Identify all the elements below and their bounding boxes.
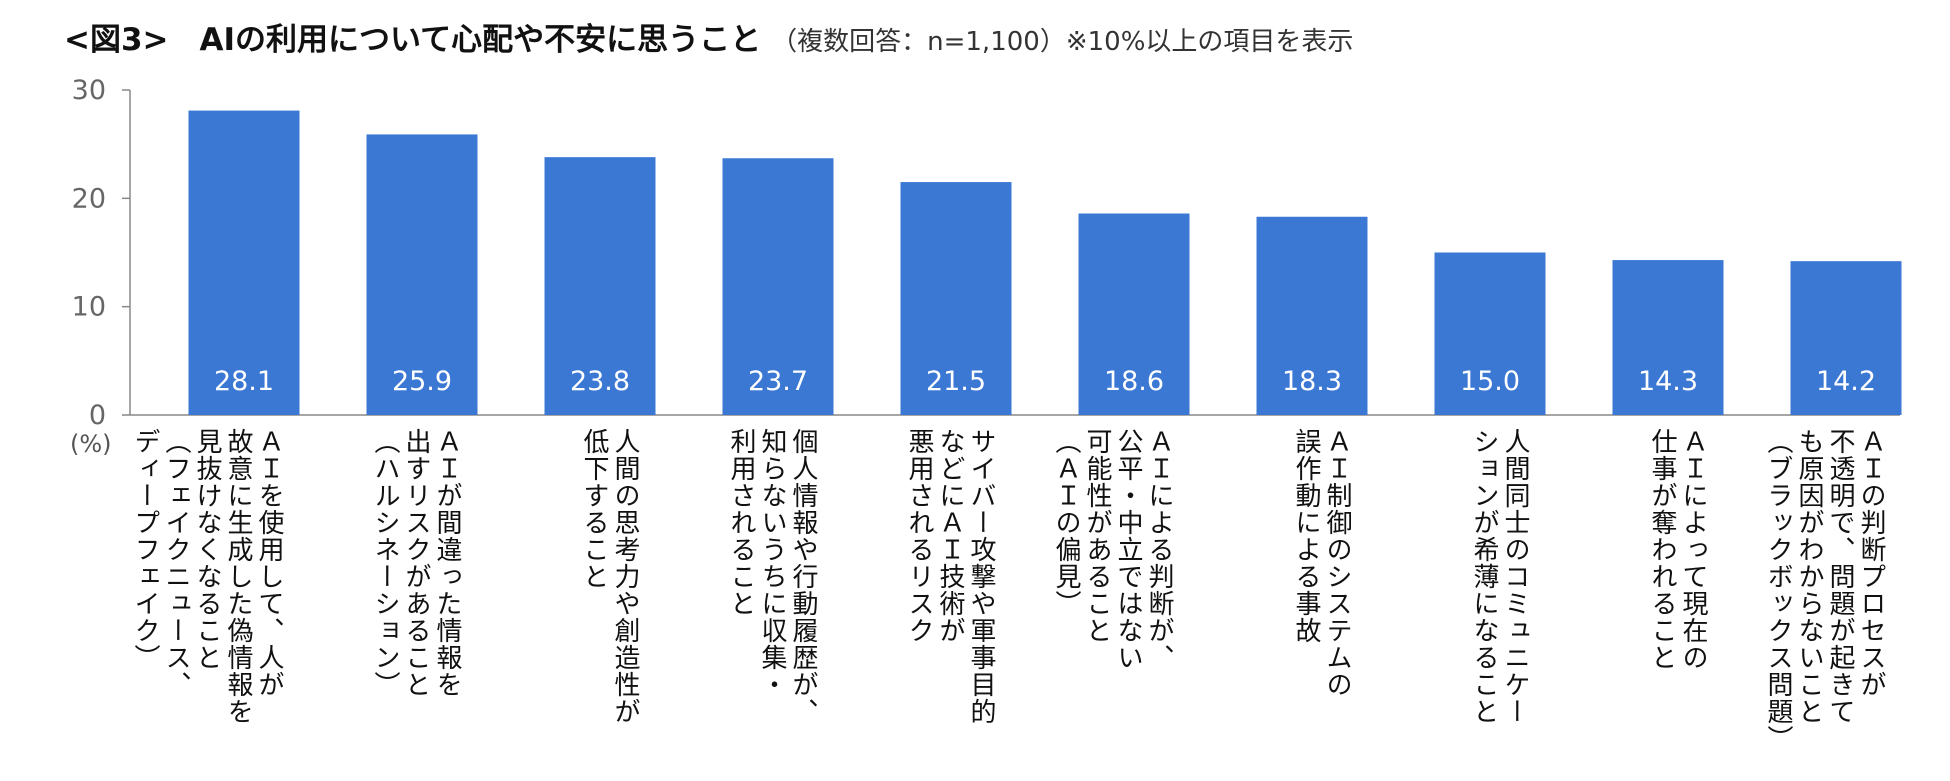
category-label: 人間同士のコミュニケー ションが希薄になること [1469, 428, 1530, 725]
bar [544, 157, 656, 415]
bar [900, 182, 1012, 415]
bar-value-label: 23.8 [570, 366, 630, 397]
category-label: ＡＩを使用して、人が 故意に生成した偽情報を 見抜けなくなること （フェイクニュ… [130, 428, 284, 725]
bar-value-label: 21.5 [926, 366, 986, 397]
category-label: ＡＩによって現在の 仕事が奪われること [1647, 428, 1708, 671]
category-label: ＡＩの判断プロセスが 不透明で、問題が起きて も原因がわからないこと （ブラック… [1763, 428, 1886, 752]
bar [1434, 252, 1546, 415]
chart-title-note: （複数回答：n=1,100）※10%以上の項目を表示 [771, 27, 1354, 57]
y-tick-label: 30 [72, 75, 106, 106]
y-axis-unit: (%) [70, 430, 112, 458]
chart-title-main: <図3> AIの利用について心配や不安に思うこと [64, 22, 762, 58]
bar-value-label: 18.6 [1104, 366, 1164, 397]
bar [366, 134, 478, 415]
bar-value-label: 25.9 [392, 366, 452, 397]
bar-value-label: 18.3 [1282, 366, 1342, 397]
bar-value-label: 28.1 [214, 366, 274, 397]
bar-value-label: 15.0 [1460, 366, 1520, 397]
bar [1790, 261, 1902, 415]
category-label: ＡＩによる判断が、 公平・中立ではない 可能性があること （ＡＩの偏見） [1051, 428, 1174, 671]
chart-title: <図3> AIの利用について心配や不安に思うこと （複数回答：n=1,100）※1… [64, 14, 1353, 59]
category-label: ＡＩが間違った情報を 出すリスクがあること （ハルシネーション） [370, 428, 462, 698]
category-label: ＡＩ制御のシステムの 誤作動による事故 [1291, 428, 1352, 698]
bar [1256, 216, 1368, 415]
bar [1612, 260, 1724, 415]
bar [722, 158, 834, 415]
y-tick-label: 20 [72, 183, 106, 214]
y-tick-label: 10 [72, 292, 106, 323]
bar-value-label: 23.7 [748, 366, 808, 397]
category-label: 個人情報や行動履歴が、 知らないうちに収集・ 利用されること [726, 428, 818, 725]
bar [188, 110, 300, 415]
category-label: サイバー攻撃や軍事目的 などにＡＩ技術が 悪用されるリスク [904, 428, 996, 725]
bar-value-label: 14.2 [1816, 366, 1876, 397]
bar [1078, 213, 1190, 415]
bar-value-label: 14.3 [1638, 366, 1698, 397]
category-label: 人間の思考力や創造性が 低下すること [579, 428, 640, 725]
y-tick-label: 0 [89, 400, 106, 431]
